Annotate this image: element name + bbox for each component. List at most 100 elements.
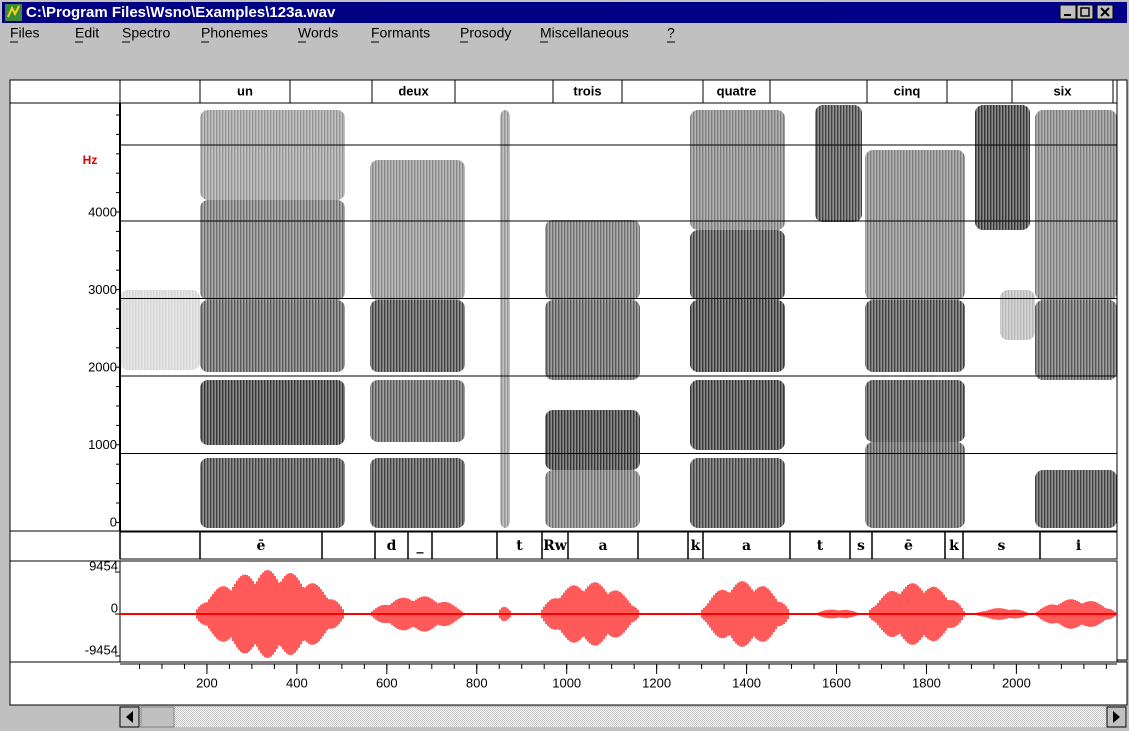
- spectrogram-frame: [9, 102, 1118, 532]
- window-title: C:\Program Files\Wsno\Examples\123a.wav: [26, 4, 336, 21]
- unit-label: Hz: [83, 153, 98, 167]
- spectrogram-energy: [200, 110, 345, 200]
- phoneme-label: ē: [257, 538, 266, 554]
- x-tick-label: 1600: [822, 675, 851, 690]
- spectrogram-energy: [690, 300, 785, 372]
- menu-item[interactable]: Spectro: [122, 25, 170, 41]
- time-axis: 200 400 600 800 1000 1200 1400 1600 1800 2000: [138, 664, 1107, 690]
- waveform: [120, 570, 1117, 658]
- word-label: cinq: [894, 83, 921, 98]
- y-tick-label: 4000: [88, 204, 117, 219]
- spectrogram-energy: [1035, 300, 1117, 380]
- spectrogram-energy: [690, 230, 785, 300]
- amplitude-axis: 9454 0 -9454: [85, 558, 120, 657]
- spectrogram-energy: [865, 150, 965, 300]
- spectrogram-energy: [370, 380, 465, 442]
- word-cell: [769, 79, 868, 104]
- menu-item[interactable]: Edit: [75, 25, 99, 41]
- x-tick-label: 400: [286, 675, 308, 690]
- word-cell: [621, 79, 704, 104]
- word-label: six: [1053, 83, 1072, 98]
- minimize-button[interactable]: [1059, 4, 1077, 20]
- phoneme-row: ē d _ t Rw a k a t s ē k s i: [119, 531, 1118, 560]
- word-cell: [454, 79, 554, 104]
- spectrogram-energy: [200, 300, 345, 372]
- phoneme-row-bg: [119, 531, 1118, 560]
- word-label: deux: [398, 83, 429, 98]
- spectrogram-energy: [370, 300, 465, 372]
- scroll-right-glyph: [1113, 711, 1120, 723]
- spectrogram-energy: [690, 380, 785, 450]
- word-cell: [119, 79, 201, 104]
- phoneme-label: t: [516, 538, 523, 554]
- spectrogram-energy: [690, 458, 785, 528]
- spectrogram-energy: [545, 220, 640, 300]
- spectrogram-energy: [865, 380, 965, 442]
- phoneme-label: i: [1076, 538, 1081, 554]
- y-tick-label: 2000: [88, 359, 117, 374]
- menu-item[interactable]: Phonemes: [201, 25, 268, 41]
- menu-item[interactable]: ?: [667, 25, 675, 41]
- x-tick-label: 1200: [642, 675, 671, 690]
- word-cell: [289, 79, 373, 104]
- spectrogram-energy: [545, 410, 640, 470]
- time-axis-panel: [9, 661, 1128, 706]
- scroll-left-glyph: [126, 711, 133, 723]
- spectrogram-energy: [200, 200, 345, 300]
- x-tick-label: 2000: [1002, 675, 1031, 690]
- x-tick-label: 1000: [552, 675, 581, 690]
- title-bar: [2, 2, 1127, 23]
- x-tick-label: 1400: [732, 675, 761, 690]
- word-cell: [946, 79, 1013, 104]
- phoneme-label: s: [857, 538, 865, 554]
- spectrogram-energy: [370, 458, 465, 528]
- word-label: trois: [573, 83, 601, 98]
- spectrogram: [120, 105, 1117, 528]
- scroll-track[interactable]: [120, 707, 1127, 727]
- spectrogram-energy: [975, 105, 1030, 230]
- menu-bar: Files Edit Spectro Phonemes Words Formants Pro…: [10, 25, 675, 43]
- x-tick-label: 600: [376, 675, 398, 690]
- spectrogram-energy: [1035, 110, 1117, 300]
- y-tick-label: 0: [110, 514, 117, 529]
- phoneme-label: _: [417, 538, 424, 554]
- y-tick-label: -9454: [85, 642, 118, 657]
- menu-item[interactable]: Formants: [371, 25, 430, 41]
- y-tick-label: 0: [111, 600, 118, 615]
- spectrogram-energy: [865, 300, 965, 372]
- spectrogram-energy: [545, 300, 640, 380]
- x-tick-label: 1800: [912, 675, 941, 690]
- spectrogram-energy: [690, 110, 785, 230]
- x-tick-label: 800: [466, 675, 488, 690]
- word-label: quatre: [717, 83, 757, 98]
- spectrogram-energy: [200, 380, 345, 445]
- scrollbar[interactable]: [119, 706, 1127, 728]
- phoneme-label: d: [387, 538, 397, 554]
- y-tick-label: 1000: [88, 437, 117, 452]
- maximize-button[interactable]: [1076, 4, 1094, 20]
- x-tick-label: 200: [196, 675, 218, 690]
- phoneme-label: t: [817, 538, 824, 554]
- menu-item[interactable]: Miscellaneous: [540, 25, 629, 41]
- app-icon-mark: [7, 5, 20, 18]
- phoneme-label: k: [691, 538, 701, 554]
- y-tick-label: 3000: [88, 282, 117, 297]
- phoneme-label: s: [998, 538, 1006, 554]
- phoneme-label: k: [949, 538, 959, 554]
- maximize-glyph: [1080, 7, 1090, 17]
- scroll-thumb[interactable]: [140, 706, 175, 728]
- menu-item[interactable]: Prosody: [460, 25, 511, 41]
- menu-item[interactable]: Words: [298, 25, 338, 41]
- menu-item[interactable]: Files: [10, 25, 40, 41]
- word-label: un: [237, 83, 253, 98]
- spectrogram-energy: [370, 160, 465, 300]
- phoneme-label: ē: [904, 538, 913, 554]
- spectrogram-energy: [1035, 470, 1117, 528]
- spectrogram-energy: [1000, 290, 1035, 340]
- window-buttons[interactable]: [1059, 4, 1114, 20]
- phoneme-label: Rw: [543, 538, 568, 554]
- spectrogram-energy: [545, 470, 640, 528]
- word-cell: [1112, 79, 1118, 104]
- spectrogram-energy: [200, 458, 345, 528]
